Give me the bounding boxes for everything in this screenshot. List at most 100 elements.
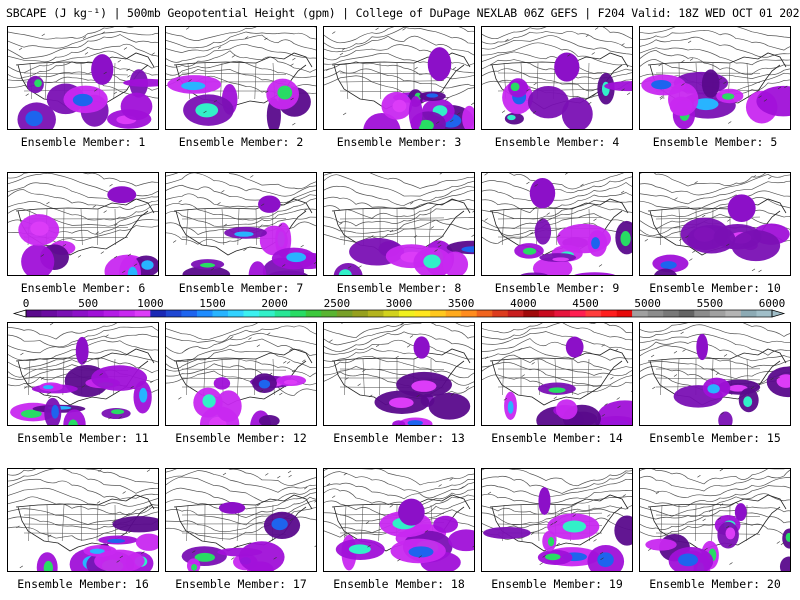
ensemble-member-label: Ensemble Member: 14 <box>491 431 623 445</box>
colorbar-segment <box>616 310 633 317</box>
ensemble-member-label: Ensemble Member: 3 <box>336 135 462 149</box>
colorbar-segment <box>647 310 664 317</box>
colorbar-segment <box>290 310 307 317</box>
map-plot <box>482 27 632 129</box>
colorbar-tick-label: 1000 <box>137 297 164 310</box>
ensemble-member-map <box>7 172 159 276</box>
ensemble-member-label: Ensemble Member: 5 <box>652 135 778 149</box>
colorbar-segment <box>585 310 602 317</box>
colorbar-segment <box>709 310 726 317</box>
colorbar-tick-label: 5500 <box>696 297 724 310</box>
colorbar-segment <box>228 310 244 317</box>
colorbar-segment <box>601 310 617 317</box>
ensemble-member-map <box>323 26 475 130</box>
colorbar-segment <box>632 310 648 317</box>
colorbar-segment <box>88 310 105 317</box>
ensemble-member-map <box>639 26 791 130</box>
map-plot <box>640 323 790 425</box>
colorbar-tick-label: 3000 <box>385 297 413 310</box>
colorbar-tick-label: 5000 <box>634 297 661 310</box>
colorbar-segment <box>274 310 291 317</box>
map-plot <box>640 27 790 129</box>
ensemble-member-label: Ensemble Member: 19 <box>491 577 623 591</box>
map-plot <box>324 173 474 275</box>
colorbar-segment <box>430 310 446 317</box>
colorbar-segment <box>725 310 742 317</box>
ensemble-member-label: Ensemble Member: 1 <box>20 135 146 149</box>
colorbar-segment <box>243 310 260 317</box>
colorbar-segment <box>150 310 167 317</box>
colorbar-segment <box>26 310 42 317</box>
ensemble-member-label: Ensemble Member: 16 <box>17 577 149 591</box>
ensemble-member-map <box>165 322 317 426</box>
map-plot <box>324 27 474 129</box>
colorbar-segment <box>414 310 431 317</box>
ensemble-member-map <box>323 468 475 572</box>
colorbar-tick-label: 4500 <box>572 297 599 310</box>
colorbar-segment <box>383 310 400 317</box>
ensemble-member-map <box>481 468 633 572</box>
ensemble-member-label: Ensemble Member: 12 <box>175 431 307 445</box>
colorbar-segment <box>507 310 524 317</box>
colorbar-segment <box>57 310 73 317</box>
colorbar-segment <box>181 310 198 317</box>
colorbar-segment <box>461 310 478 317</box>
map-plot <box>8 323 158 425</box>
colorbar-segment <box>212 310 229 317</box>
map-plot <box>640 469 790 571</box>
colorbar-tick-label: 6000 <box>758 297 786 310</box>
colorbar-segment <box>740 310 757 317</box>
colorbar-tick-label: 1500 <box>199 297 226 310</box>
ensemble-member-label: Ensemble Member: 18 <box>333 577 465 591</box>
colorbar-right-arrow <box>771 309 786 318</box>
colorbar-segment <box>569 310 586 317</box>
colorbar-segment <box>41 310 58 317</box>
ensemble-member-map <box>639 172 791 276</box>
colorbar-segment <box>694 310 711 317</box>
colorbar-segment <box>72 310 89 317</box>
ensemble-member-label: Ensemble Member: 6 <box>20 281 146 295</box>
colorbar-segment <box>678 310 695 317</box>
colorbar-tick-label: 4000 <box>510 297 537 310</box>
ensemble-member-map <box>7 26 159 130</box>
ensemble-member-map <box>323 172 475 276</box>
colorbar-segment <box>305 310 322 317</box>
colorbar-segment <box>554 310 571 317</box>
map-plot <box>166 469 316 571</box>
map-plot <box>324 469 474 571</box>
ensemble-member-label: Ensemble Member: 15 <box>649 431 781 445</box>
ensemble-member-label: Ensemble Member: 20 <box>649 577 781 591</box>
colorbar-tick-label: 3500 <box>447 297 475 310</box>
map-plot <box>8 469 158 571</box>
ensemble-member-label: Ensemble Member: 13 <box>333 431 465 445</box>
ensemble-member-label: Ensemble Member: 8 <box>336 281 462 295</box>
map-plot <box>482 469 632 571</box>
ensemble-member-map <box>165 468 317 572</box>
ensemble-member-label: Ensemble Member: 17 <box>175 577 307 591</box>
colorbar-segment <box>196 310 213 317</box>
colorbar-segment <box>259 310 275 317</box>
colorbar-segment <box>336 310 353 317</box>
colorbar-segment <box>134 310 151 317</box>
ensemble-member-map <box>481 322 633 426</box>
ensemble-member-label: Ensemble Member: 10 <box>649 281 781 295</box>
colorbar-segment <box>663 310 680 317</box>
ensemble-member-map <box>639 468 791 572</box>
ensemble-member-map <box>165 172 317 276</box>
map-plot <box>8 27 158 129</box>
ensemble-member-label: Ensemble Member: 2 <box>178 135 304 149</box>
ensemble-member-map <box>165 26 317 130</box>
map-plot <box>482 323 632 425</box>
ensemble-member-label: Ensemble Member: 7 <box>178 281 304 295</box>
colorbar-segment <box>756 310 773 317</box>
ensemble-member-map <box>7 468 159 572</box>
colorbar-segment <box>119 310 136 317</box>
colorbar-segment <box>321 310 338 317</box>
ensemble-member-label: Ensemble Member: 9 <box>494 281 620 295</box>
colorbar-tick-label: 2000 <box>261 297 288 310</box>
colorbar-segment <box>367 310 384 317</box>
colorbar-tick-label: 0 <box>22 297 30 310</box>
map-plot <box>8 173 158 275</box>
colorbar-segment <box>476 310 493 317</box>
cape-colorbar <box>12 309 786 318</box>
